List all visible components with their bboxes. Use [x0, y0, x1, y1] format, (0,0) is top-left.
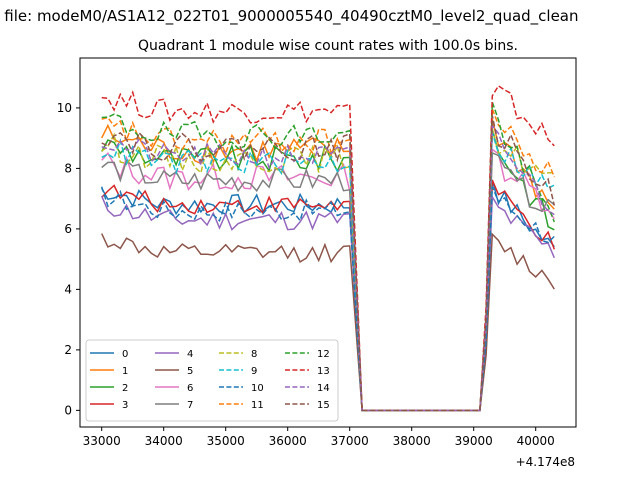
legend-label-7: 7 [187, 400, 193, 411]
legend-label-6: 6 [187, 383, 193, 394]
legend-label-9: 9 [251, 366, 257, 377]
legend-label-8: 8 [251, 349, 257, 360]
x-tick-label: 39000 [455, 434, 493, 448]
x-tick-label: 40000 [517, 434, 555, 448]
series-line-10 [100, 186, 555, 412]
y-tick-label: 10 [57, 101, 72, 115]
y-tick-label: 2 [64, 343, 72, 357]
legend-label-1: 1 [122, 366, 128, 377]
legend-label-3: 3 [122, 400, 128, 411]
x-tick-label: 34000 [145, 434, 183, 448]
chart-title: Quadrant 1 module wise count rates with … [138, 38, 518, 54]
x-offset-label: +4.174e8 [516, 455, 575, 469]
y-tick-label: 4 [64, 282, 72, 296]
x-tick-label: 38000 [393, 434, 431, 448]
legend-label-15: 15 [317, 400, 330, 411]
legend-label-11: 11 [251, 400, 264, 411]
legend-label-0: 0 [122, 349, 128, 360]
series-line-12 [101, 101, 555, 412]
series-line-14 [101, 123, 555, 412]
x-axis: 33000 34000 35000 36000 37000 38000 39000 40000 [83, 427, 555, 448]
x-tick-label: 33000 [83, 434, 121, 448]
series-line-11 [101, 108, 555, 412]
legend-label-4: 4 [187, 349, 193, 360]
x-tick-label: 35000 [207, 434, 245, 448]
y-tick-label: 8 [64, 161, 72, 175]
legend-label-12: 12 [317, 349, 330, 360]
y-tick-label: 0 [64, 403, 72, 417]
legend-label-10: 10 [251, 383, 264, 394]
legend-label-14: 14 [317, 383, 330, 394]
y-tick-label: 6 [64, 222, 72, 236]
figure-suptitle: n file: modeM0/AS1A12_022T01_9000005540_… [0, 7, 579, 26]
legend-frame [85, 339, 339, 422]
legend-label-5: 5 [187, 366, 193, 377]
plot-frame [79, 57, 577, 428]
series-layer [100, 84, 556, 412]
y-axis: 0 2 4 6 8 10 [57, 101, 80, 417]
x-tick-label: 36000 [269, 434, 307, 448]
legend-label-2: 2 [122, 383, 128, 394]
x-tick-label: 37000 [331, 434, 369, 448]
legend-label-13: 13 [317, 366, 330, 377]
series-line-15 [101, 115, 556, 412]
